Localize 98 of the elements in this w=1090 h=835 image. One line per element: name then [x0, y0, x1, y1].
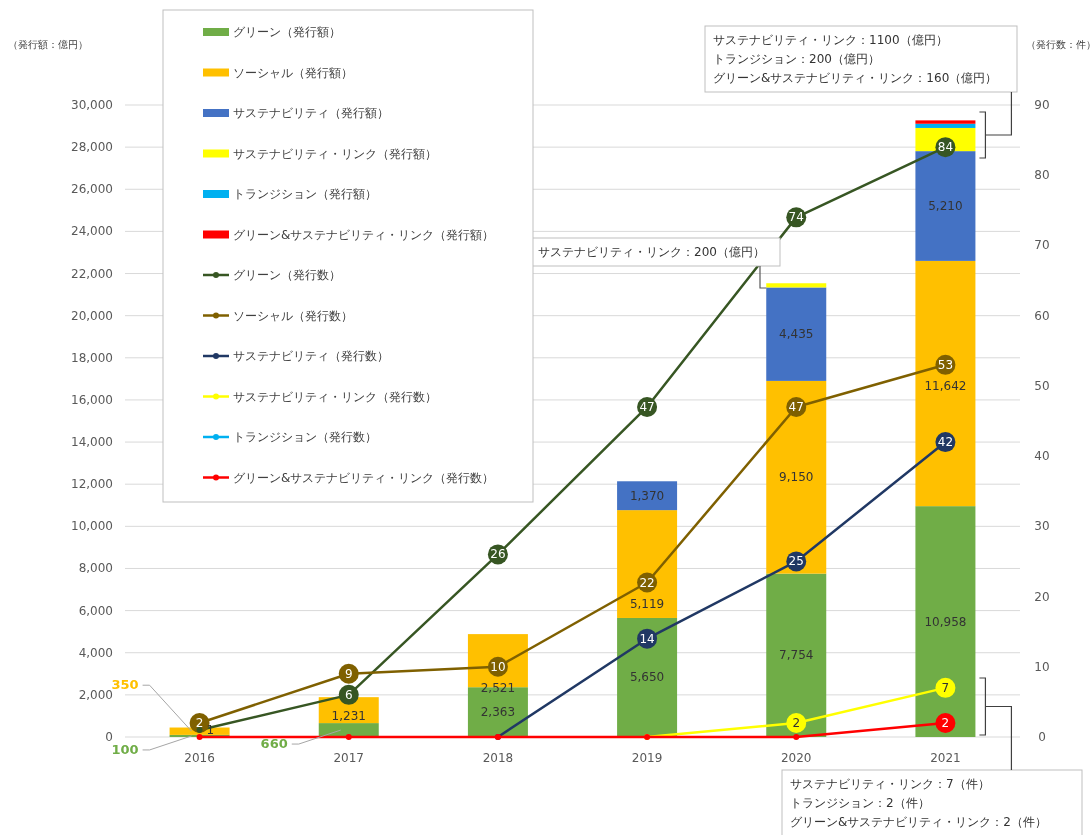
text: サステナビリティ・リンク：1100（億円）	[713, 33, 948, 47]
legend-label: ソーシャル（発行数）	[233, 308, 353, 323]
legend-label: トランジション（発行数）	[233, 430, 377, 444]
data-label: 2	[195, 715, 204, 730]
y-tick-label: 12,000	[71, 477, 113, 492]
data-label: 10,958	[924, 614, 967, 629]
data-label: 7	[941, 680, 950, 695]
x-tick-label: 2018	[482, 751, 514, 765]
legend-label: トランジション（発行額）	[233, 187, 377, 201]
point	[196, 734, 203, 740]
legend-label: グリーン&サステナビリティ・リンク（発行額）	[233, 227, 495, 242]
legend-label: サステナビリティ・リンク（発行額）	[233, 146, 437, 161]
y-tick-label: 10,000	[71, 519, 113, 534]
bar	[915, 506, 976, 737]
data-label: 9	[344, 666, 353, 681]
y-axis-title: （発行額：億円）	[8, 39, 88, 50]
y-tick-label: 22,000	[71, 266, 113, 281]
bar	[617, 510, 678, 618]
legend-label: サステナビリティ・リンク（発行数）	[233, 389, 437, 404]
text: グリーン&サステナビリティ・リンク：2（件）	[790, 815, 1047, 829]
y2-tick-label: 10	[1034, 659, 1050, 674]
y2-tick-label: 30	[1034, 519, 1050, 534]
data-label: 9,150	[779, 470, 814, 485]
data-label: 25	[788, 554, 804, 569]
y2-tick-label: 40	[1034, 449, 1050, 464]
data-label: 6	[344, 687, 353, 702]
x-tick-label: 2020	[780, 751, 812, 765]
data-label: 5,650	[629, 670, 665, 685]
data-label: 1	[206, 722, 215, 737]
y-tick-label: 24,000	[71, 224, 113, 239]
y2-tick-label: 0	[1038, 730, 1046, 744]
data-label: 7,754	[779, 648, 814, 663]
y-tick-label: 28,000	[71, 140, 113, 155]
data-label: 11,642	[924, 378, 967, 393]
x-tick-label: 2019	[631, 751, 663, 765]
bar	[766, 287, 827, 381]
text: グリーン&サステナビリティ・リンク：160（億円）	[713, 71, 998, 85]
data-label: 10	[490, 659, 506, 674]
x-tick-label: 2017	[333, 751, 365, 765]
data-label: 1,370	[629, 488, 665, 503]
bar	[766, 573, 827, 737]
y-tick-label: 30,000	[71, 98, 113, 112]
point	[793, 734, 800, 740]
y-tick-label: 14,000	[71, 435, 113, 450]
data-label: 74	[788, 210, 804, 225]
data-label: 47	[788, 399, 804, 414]
y2-tick-label: 90	[1034, 98, 1050, 112]
bar	[915, 120, 976, 124]
data-label: 660	[260, 736, 288, 752]
data-label: 2,363	[480, 705, 516, 720]
y-tick-label: 18,000	[71, 350, 113, 365]
bar	[766, 380, 827, 574]
y2-tick-label: 70	[1034, 238, 1050, 253]
data-label: 4,435	[779, 327, 814, 342]
data-label: 42	[937, 435, 954, 450]
y2-tick-label: 80	[1034, 168, 1050, 183]
data-label: 84	[937, 140, 954, 155]
data-label: 26	[490, 547, 506, 562]
text: トランジション：200（億円）	[713, 52, 880, 66]
bar	[915, 151, 976, 261]
text: サステナビリティ・リンク：7（件）	[790, 777, 990, 791]
data-label: 5,210	[928, 199, 963, 214]
text: トランジション：2（件）	[790, 796, 930, 810]
legend-label: グリーン&サステナビリティ・リンク（発行数）	[233, 470, 495, 485]
bar	[915, 260, 976, 507]
data-label: 5,119	[629, 596, 665, 611]
bar	[617, 481, 678, 511]
legend-label: サステナビリティ（発行数）	[233, 349, 389, 363]
point	[345, 734, 352, 740]
y2-tick-label: 20	[1034, 589, 1050, 604]
data-label: 22	[639, 575, 655, 590]
y2-tick-label: 50	[1034, 378, 1050, 393]
y-tick-label: 6,000	[78, 603, 113, 618]
y-tick-label: 20,000	[71, 308, 113, 323]
bar	[915, 123, 976, 128]
legend-label: グリーン（発行額）	[233, 25, 341, 39]
data-label: 2	[941, 715, 950, 730]
annotation: サステナビリティ・リンク：200（億円）	[538, 245, 765, 259]
y-tick-label: 16,000	[71, 392, 113, 407]
legend-label: サステナビリティ（発行額）	[233, 106, 389, 120]
data-label: 14	[639, 631, 655, 646]
data-label: 47	[639, 399, 655, 414]
data-label: 100	[111, 741, 139, 757]
data-label: 2	[792, 715, 801, 730]
y2-tick-label: 60	[1034, 308, 1050, 323]
y-tick-label: 8,000	[78, 561, 113, 576]
y2-axis-title: （発行数：件）	[1026, 39, 1090, 50]
legend-label: ソーシャル（発行額）	[233, 65, 353, 80]
y-tick-label: 26,000	[71, 182, 113, 197]
x-tick-label: 2021	[930, 751, 961, 765]
legend-label: グリーン（発行数）	[233, 268, 341, 282]
y-tick-label: 4,000	[78, 645, 113, 660]
data-label: 1,231	[331, 708, 366, 723]
data-label: 53	[937, 357, 954, 372]
bar	[766, 283, 827, 288]
bar	[617, 617, 678, 737]
y-tick-label: 0	[105, 730, 113, 744]
x-tick-label: 2016	[184, 751, 215, 765]
